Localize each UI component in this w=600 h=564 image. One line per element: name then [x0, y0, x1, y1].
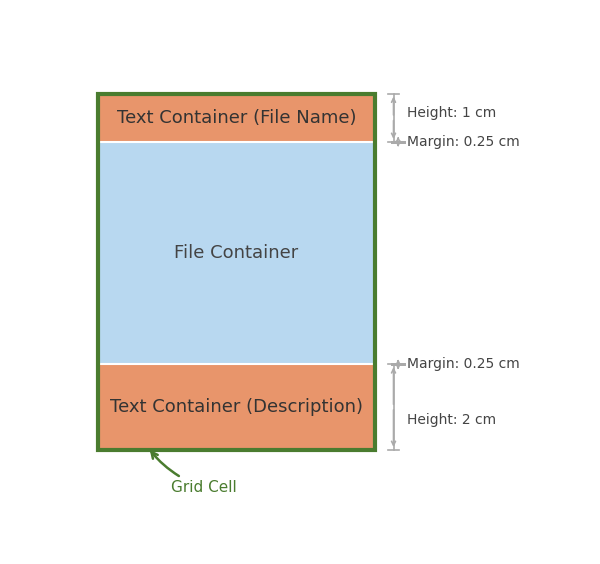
Text: Text Container (File Name): Text Container (File Name): [117, 109, 356, 127]
Text: Text Container (Description): Text Container (Description): [110, 398, 363, 416]
Text: Height: 2 cm: Height: 2 cm: [407, 413, 497, 427]
Bar: [98, 142, 375, 364]
Text: Margin: 0.25 cm: Margin: 0.25 cm: [407, 135, 520, 149]
Text: Height: 1 cm: Height: 1 cm: [407, 107, 497, 121]
Bar: [98, 94, 375, 142]
Text: Margin: 0.25 cm: Margin: 0.25 cm: [407, 358, 520, 371]
Bar: [98, 364, 375, 450]
Text: Grid Cell: Grid Cell: [152, 452, 236, 495]
Text: File Container: File Container: [175, 244, 299, 262]
Bar: [98, 94, 375, 450]
